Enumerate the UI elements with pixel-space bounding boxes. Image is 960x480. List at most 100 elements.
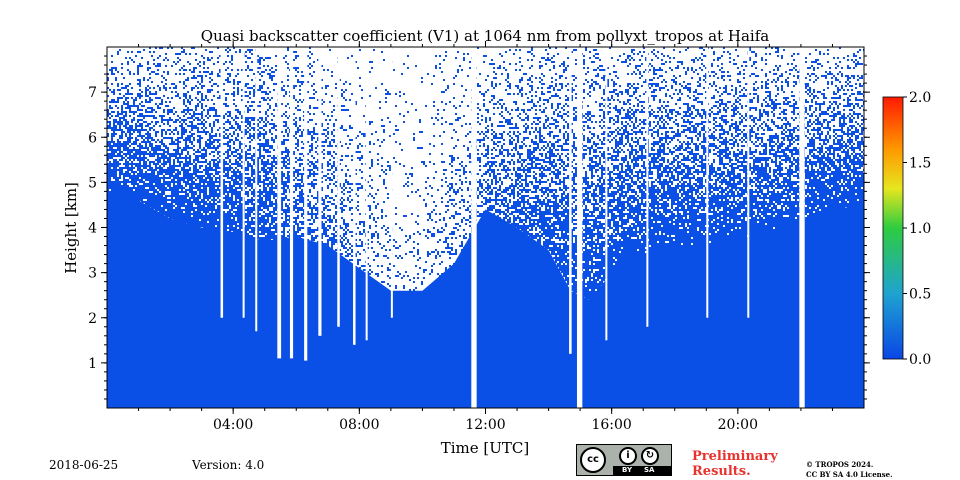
noise-speck bbox=[159, 125, 161, 127]
noise-speck bbox=[231, 215, 233, 217]
noise-speck bbox=[107, 113, 109, 115]
noise-speck bbox=[315, 179, 317, 181]
noise-speck bbox=[335, 145, 337, 147]
noise-speck bbox=[111, 149, 113, 151]
noise-speck bbox=[113, 195, 115, 197]
noise-speck bbox=[119, 159, 121, 161]
noise-speck bbox=[259, 143, 261, 145]
noise-speck bbox=[267, 237, 269, 239]
noise-speck bbox=[341, 217, 343, 219]
noise-speck bbox=[227, 195, 229, 197]
noise-speck bbox=[167, 137, 169, 139]
noise-speck bbox=[257, 229, 259, 231]
noise-speck bbox=[273, 123, 275, 125]
noise-speck bbox=[325, 221, 327, 223]
noise-speck bbox=[301, 135, 303, 137]
noise-speck bbox=[127, 131, 129, 133]
noise-speck bbox=[125, 195, 127, 197]
noise-speck bbox=[173, 153, 175, 155]
noise-speck bbox=[265, 201, 267, 203]
noise-speck bbox=[219, 193, 221, 195]
noise-speck bbox=[223, 225, 225, 227]
noise-speck bbox=[167, 149, 169, 151]
noise-speck bbox=[189, 117, 191, 119]
noise-speck bbox=[233, 173, 235, 175]
noise-speck bbox=[297, 207, 299, 209]
noise-speck bbox=[333, 235, 335, 237]
noise-speck bbox=[309, 119, 311, 121]
noise-speck bbox=[145, 163, 147, 165]
noise-speck bbox=[245, 159, 247, 161]
noise-speck bbox=[271, 173, 273, 175]
noise-speck bbox=[231, 191, 233, 193]
noise-speck bbox=[193, 111, 195, 113]
noise-speck bbox=[139, 123, 141, 125]
noise-speck bbox=[133, 177, 135, 179]
noise-speck bbox=[267, 213, 269, 215]
noise-speck bbox=[151, 207, 153, 209]
noise-speck bbox=[265, 187, 267, 189]
noise-speck bbox=[153, 169, 155, 171]
noise-speck bbox=[183, 201, 185, 203]
noise-speck bbox=[309, 169, 311, 171]
noise-speck bbox=[273, 203, 275, 205]
noise-speck bbox=[327, 133, 329, 135]
noise-speck bbox=[265, 163, 267, 165]
noise-speck bbox=[327, 245, 329, 247]
noise-speck bbox=[273, 213, 275, 215]
noise-speck bbox=[239, 179, 241, 181]
noise-speck bbox=[215, 179, 217, 181]
noise-speck bbox=[179, 121, 181, 123]
noise-speck bbox=[169, 143, 171, 145]
noise-speck bbox=[177, 219, 179, 221]
noise-speck bbox=[259, 181, 261, 183]
noise-speck bbox=[219, 139, 221, 141]
noise-speck bbox=[241, 203, 243, 205]
noise-speck bbox=[301, 159, 303, 161]
noise-speck bbox=[193, 77, 195, 79]
noise-speck bbox=[239, 157, 241, 159]
noise-speck bbox=[239, 225, 241, 227]
noise-speck bbox=[349, 127, 351, 129]
noise-speck bbox=[173, 199, 175, 201]
noise-speck bbox=[237, 231, 239, 233]
noise-speck bbox=[109, 101, 111, 103]
noise-speck bbox=[121, 167, 123, 169]
noise-speck bbox=[311, 85, 313, 87]
noise-speck bbox=[249, 117, 251, 119]
noise-speck bbox=[301, 81, 303, 83]
noise-speck bbox=[321, 225, 323, 227]
noise-speck bbox=[123, 177, 125, 179]
noise-speck bbox=[191, 221, 193, 223]
noise-speck bbox=[203, 57, 205, 59]
noise-speck bbox=[253, 213, 255, 215]
noise-speck bbox=[155, 165, 157, 167]
noise-speck bbox=[185, 163, 187, 165]
noise-speck bbox=[227, 77, 229, 79]
noise-speck bbox=[109, 167, 111, 169]
noise-speck bbox=[127, 185, 129, 187]
noise-speck bbox=[311, 185, 313, 187]
noise-speck bbox=[233, 217, 235, 219]
noise-speck bbox=[159, 167, 161, 169]
noise-speck bbox=[235, 173, 237, 175]
noise-speck bbox=[369, 143, 371, 145]
noise-speck bbox=[107, 87, 109, 89]
noise-speck bbox=[199, 123, 201, 125]
noise-speck bbox=[125, 127, 127, 129]
noise-speck bbox=[115, 77, 117, 79]
noise-speck bbox=[283, 197, 285, 199]
noise-speck bbox=[161, 207, 163, 209]
noise-speck bbox=[135, 129, 137, 131]
noise-speck bbox=[129, 107, 131, 109]
noise-speck bbox=[211, 195, 213, 197]
noise-speck bbox=[275, 225, 277, 227]
noise-speck bbox=[171, 191, 173, 193]
noise-speck bbox=[107, 183, 109, 185]
noise-speck bbox=[127, 175, 129, 177]
noise-speck bbox=[251, 237, 253, 239]
noise-speck bbox=[145, 195, 147, 197]
noise-speck bbox=[339, 249, 341, 251]
noise-speck bbox=[135, 155, 137, 157]
noise-speck bbox=[177, 147, 179, 149]
